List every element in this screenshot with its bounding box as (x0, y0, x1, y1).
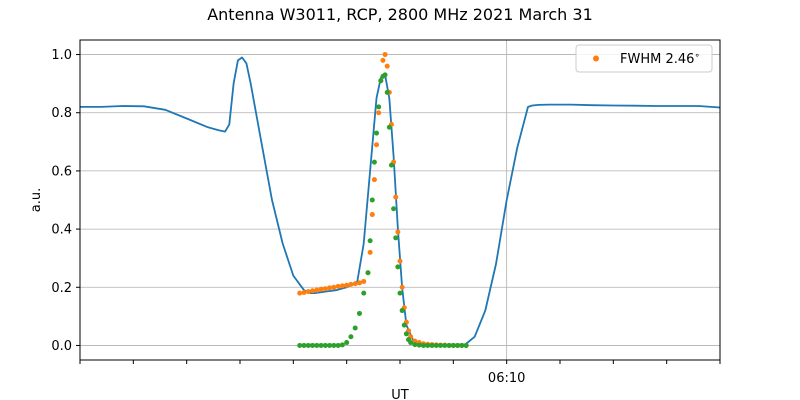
fit-point (384, 63, 390, 69)
fit-point (376, 110, 382, 116)
fit-point (399, 284, 405, 290)
model-point (327, 342, 333, 348)
model-point (344, 340, 350, 346)
y-tick-label: 0.6 (51, 164, 72, 179)
fit-point (331, 284, 337, 290)
fit-point (310, 288, 316, 294)
model-point (301, 342, 307, 348)
model-point (420, 342, 426, 348)
x-axis-label: UT (391, 388, 409, 400)
fit-point (371, 177, 377, 183)
model-point (401, 322, 407, 328)
fit-point (327, 285, 333, 291)
series-layer (80, 52, 721, 348)
model-point (374, 130, 380, 136)
fit-point (339, 283, 345, 289)
model-point (382, 72, 388, 78)
model-point (314, 342, 320, 348)
model-point (386, 124, 392, 130)
model-point (365, 270, 371, 276)
model-point (305, 342, 311, 348)
axis-layer: 0.0 0.2 0.4 0.6 0.8 1.0 06:10 (51, 48, 721, 386)
model-point (459, 342, 465, 348)
model-point (378, 78, 384, 84)
legend: FWHM 2.46∘ (575, 44, 713, 73)
fit-point (344, 282, 350, 288)
y-tick-label: 1.0 (51, 48, 72, 63)
model-point (442, 342, 448, 348)
fit-point (369, 212, 375, 218)
y-tick-label: 0.2 (51, 281, 72, 296)
fit-point (382, 52, 388, 58)
fit-point (412, 338, 418, 344)
fit-point (367, 249, 373, 255)
x-tick-label: 06:10 (488, 371, 525, 386)
fit-point (352, 281, 358, 287)
fit-point (356, 280, 362, 286)
fit-point (397, 258, 403, 264)
model-point (322, 342, 328, 348)
model-point (352, 325, 358, 331)
fit-point (322, 286, 328, 292)
legend-label-fit: FWHM 2.46∘ (620, 51, 700, 67)
model-point (388, 162, 394, 168)
model-point (391, 206, 397, 212)
legend-label-fit-text: FWHM 2.46 (620, 52, 694, 67)
fit-point (380, 57, 386, 63)
fit-point (361, 278, 367, 284)
fit-point (305, 289, 311, 295)
model-point (318, 342, 324, 348)
model-point (371, 159, 377, 165)
y-axis-label: a.u. (29, 188, 44, 212)
y-tick-label: 0.4 (51, 223, 72, 238)
model-point (356, 310, 362, 316)
legend-box (575, 44, 713, 73)
fit-point (297, 290, 303, 296)
model-point (369, 197, 375, 203)
series-line-measured (80, 56, 721, 347)
model-point (412, 342, 418, 348)
model-point (399, 308, 405, 314)
model-point (384, 89, 390, 95)
model-point (450, 342, 456, 348)
fit-point (335, 283, 341, 289)
model-point (376, 104, 382, 110)
model-point (339, 342, 345, 348)
fit-point (393, 194, 399, 200)
model-point (425, 342, 431, 348)
plot-frame (79, 39, 721, 361)
model-point (361, 290, 367, 296)
model-point (348, 334, 354, 340)
model-point (335, 342, 341, 348)
fit-point (348, 281, 354, 287)
fit-point (301, 290, 307, 296)
model-point (397, 290, 403, 296)
chart-title: Antenna W3011, RCP, 2800 MHz 2021 March … (207, 5, 593, 24)
y-tick-label: 0.0 (51, 339, 72, 354)
model-point (463, 342, 469, 348)
model-point (395, 264, 401, 270)
model-point (438, 342, 444, 348)
fit-point (374, 142, 380, 148)
model-point (367, 238, 373, 244)
model-point (455, 342, 461, 348)
model-point (403, 331, 409, 337)
grid-layer (80, 40, 720, 360)
model-point (297, 342, 303, 348)
model-point (416, 342, 422, 348)
model-point (429, 342, 435, 348)
legend-label-fit-superscript: ∘ (694, 51, 700, 61)
model-point (433, 342, 439, 348)
model-point (393, 235, 399, 241)
legend-marker-fit (593, 55, 599, 62)
model-point (446, 342, 452, 348)
y-tick-label: 0.8 (51, 106, 72, 121)
model-point (408, 340, 414, 346)
fit-point (314, 287, 320, 293)
model-point (331, 342, 337, 348)
fit-point (318, 286, 324, 292)
model-point (310, 342, 316, 348)
fit-point (395, 229, 401, 235)
